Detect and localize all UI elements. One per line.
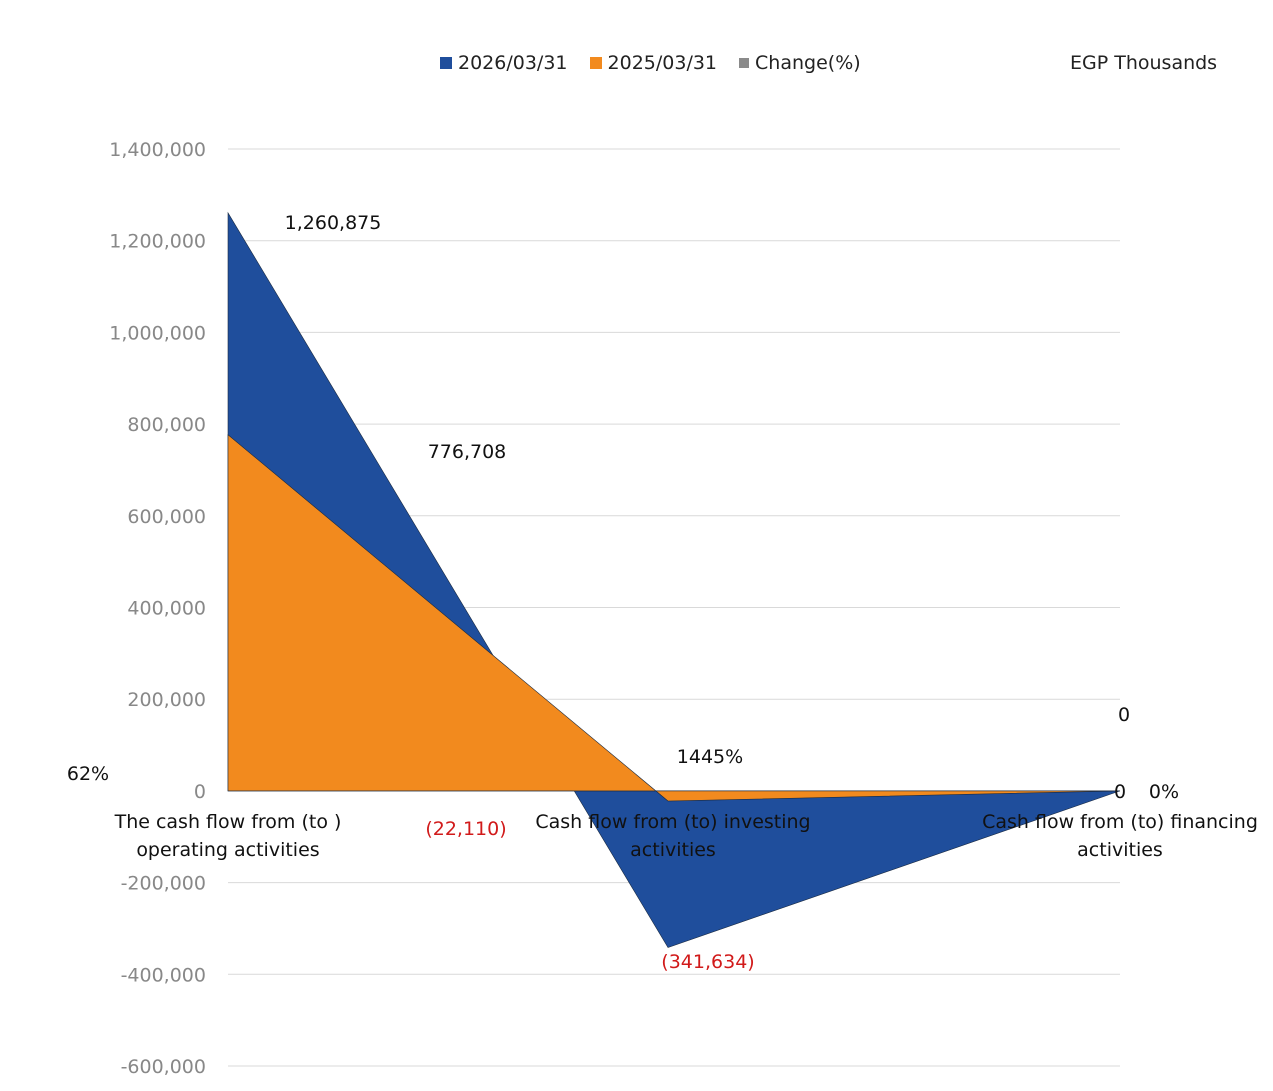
- data-label-2026: 1,260,875: [285, 212, 382, 234]
- data-label-2026: (341,634): [661, 951, 754, 973]
- y-tick-label: 1,000,000: [109, 322, 206, 344]
- data-label-2025: (22,110): [425, 818, 506, 840]
- category-label: The cash flow from (to ): [114, 811, 342, 833]
- y-tick-label: 200,000: [127, 689, 206, 711]
- category-label: Cash flow from (to) financing: [982, 811, 1258, 833]
- category-label: Cash flow from (to) investing: [535, 811, 810, 833]
- units-label: EGP Thousands: [1070, 52, 1218, 74]
- legend-label-change: Change(%): [755, 52, 861, 74]
- y-tick-label: -600,000: [121, 1056, 206, 1078]
- y-tick-label: -200,000: [121, 873, 206, 895]
- legend-swatch-2026: [440, 57, 452, 69]
- area-series-2025-03-31: [227, 434, 1121, 802]
- legend-item-2025: 2025/03/31: [589, 52, 718, 74]
- legend-swatch-change: [739, 58, 750, 68]
- legend-label-2026: 2026/03/31: [458, 52, 568, 74]
- data-label-change: 1445%: [677, 746, 743, 768]
- category-label: activities: [630, 839, 716, 861]
- y-tick-label: 800,000: [127, 414, 206, 436]
- category-label: operating activities: [136, 839, 319, 861]
- y-tick-label: 0: [194, 781, 206, 803]
- data-label-2026: 0: [1118, 704, 1130, 726]
- y-tick-label: 600,000: [127, 506, 206, 528]
- legend-swatch-2025: [589, 57, 602, 69]
- category-label: activities: [1077, 839, 1163, 861]
- y-tick-label: 1,400,000: [109, 139, 206, 161]
- data-label-2025: 776,708: [428, 441, 507, 463]
- legend-item-2026: 2026/03/31: [440, 52, 568, 74]
- legend-item-change: Change(%): [739, 52, 861, 74]
- data-label-change: 0%: [1149, 781, 1179, 803]
- chart-legend: 2026/03/31 2025/03/31 Change(%): [440, 52, 861, 74]
- y-tick-label: -400,000: [121, 964, 206, 986]
- data-label-change: 62%: [67, 763, 109, 785]
- y-tick-label: 1,200,000: [109, 231, 206, 253]
- y-tick-label: 400,000: [127, 598, 206, 620]
- legend-label-2025: 2025/03/31: [607, 52, 718, 74]
- data-label-2025: 0: [1114, 781, 1126, 803]
